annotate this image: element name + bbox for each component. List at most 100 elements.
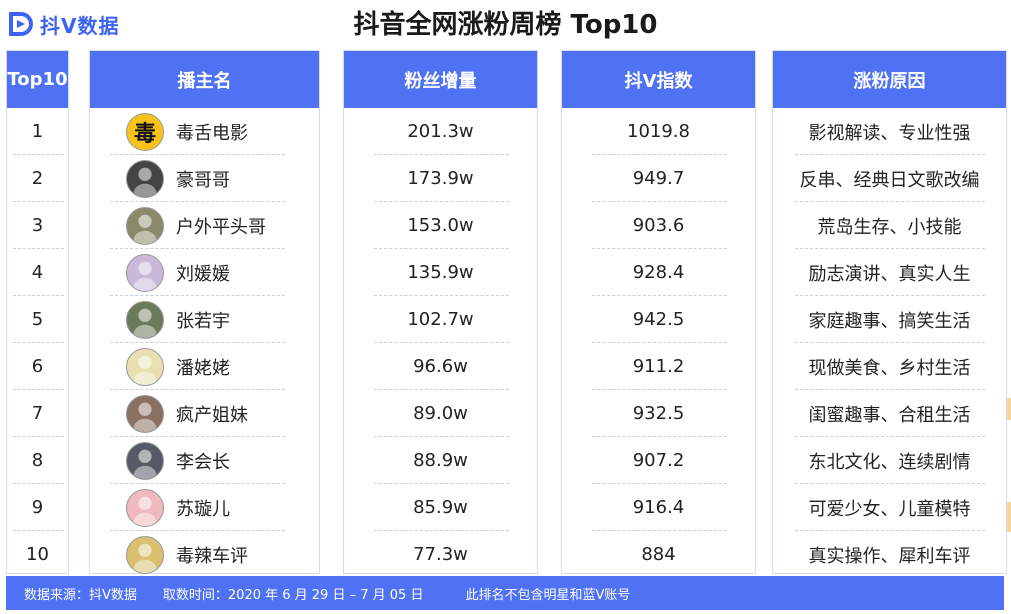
rank-cell: 3 [7,202,68,249]
brand-name: 抖V数据 [40,13,120,38]
fans-growth-value: 96.6w [413,356,468,377]
header-streamer: 播主名 [90,51,319,108]
header-rank: Top10 [7,51,68,108]
reason-cell: 可爱少女、儿童模特 [773,484,1006,531]
footer-source: 数据来源：抖V数据 [24,587,137,603]
fans-growth-cell: 173.9w [344,155,537,202]
avatar[interactable] [126,535,164,574]
streamer-cell[interactable]: 毒毒舌电影 [90,108,319,155]
row-divider [592,436,727,437]
row-divider [13,436,64,437]
person-icon [133,496,157,526]
v-index-value: 884 [641,544,676,565]
fans-growth-cell: 135.9w [344,249,537,296]
rank-number: 5 [31,309,44,330]
header-v-index: 抖V指数 [562,51,755,108]
row-divider [110,154,285,155]
streamer-name: 户外平头哥 [176,216,266,238]
rank-number: 4 [31,262,44,283]
v-index-value: 1019.8 [627,121,690,142]
reason-text: 反串、经典日文歌改编 [799,169,980,191]
streamer-cell[interactable]: 疯产姐妹 [90,390,319,437]
person-icon [133,214,157,244]
streamer-name: 豪哥哥 [176,169,230,191]
row-divider [374,530,509,531]
streamer-cell[interactable]: 豪哥哥 [90,155,319,202]
streamer-cell[interactable]: 李会长 [90,437,319,484]
row-divider [592,201,727,202]
reason-text: 闺蜜趣事、合租生活 [808,404,971,426]
column-fans-growth: 粉丝增量 201.3w 173.9w 153.0w 135.9w 102.7w 96.6w… [343,50,538,574]
row-divider [374,295,509,296]
row-divider [795,248,985,249]
fans-growth-value: 85.9w [413,497,468,518]
streamer-cell[interactable]: 潘姥姥 [90,343,319,390]
v-index-cell: 949.7 [562,155,755,202]
row-divider [374,201,509,202]
avatar[interactable] [126,394,164,433]
avatar[interactable] [126,347,164,386]
brand-logo: 抖V数据 [8,8,119,40]
row-divider [795,436,985,437]
v-index-value: 907.2 [632,450,685,471]
v-index-cell: 928.4 [562,249,755,296]
reason-text: 东北文化、连续剧情 [808,451,971,473]
streamer-cell[interactable]: 苏璇儿 [90,484,319,531]
streamer-cell[interactable]: 毒辣车评 [90,531,319,578]
row-divider [110,201,285,202]
fans-growth-value: 153.0w [407,215,474,236]
reason-text: 家庭趣事、搞笑生活 [808,310,971,332]
avatar[interactable] [126,488,164,527]
streamer-name: 毒舌电影 [176,122,248,144]
fans-growth-cell: 96.6w [344,343,537,390]
fans-growth-cell: 201.3w [344,108,537,155]
reason-text: 励志演讲、真实人生 [808,263,971,285]
avatar[interactable]: 毒 [126,112,164,151]
row-divider [374,248,509,249]
row-divider [13,389,64,390]
row-divider [592,154,727,155]
row-divider [13,201,64,202]
person-icon [133,308,157,338]
avatar[interactable] [126,300,164,339]
reason-cell: 励志演讲、真实人生 [773,249,1006,296]
avatar[interactable] [126,253,164,292]
reason-cell: 影视解读、专业性强 [773,108,1006,155]
footer-period: 取数时间：2020 年 6 月 29 日 – 7 月 05 日 [162,587,424,603]
row-divider [13,248,64,249]
reason-cell: 真实操作、犀利车评 [773,531,1006,578]
streamer-name: 刘媛媛 [176,263,230,285]
header-fans-growth: 粉丝增量 [344,51,537,108]
v-index-value: 932.5 [632,403,685,424]
fans-growth-cell: 85.9w [344,484,537,531]
accent-strip [1005,398,1011,420]
row-divider [795,342,985,343]
rank-cell: 1 [7,108,68,155]
streamer-cell[interactable]: 张若宇 [90,296,319,343]
rank-number: 9 [31,497,44,518]
fans-growth-cell: 89.0w [344,390,537,437]
person-icon [133,543,157,573]
fans-growth-cell: 153.0w [344,202,537,249]
row-divider [592,389,727,390]
reason-text: 荒岛生存、小技能 [817,216,962,238]
rank-cell: 7 [7,390,68,437]
fans-growth-value: 88.9w [413,450,468,471]
v-index-value: 911.2 [632,356,685,377]
footer-note: 此排名不包含明星和蓝V账号 [465,587,631,603]
avatar[interactable] [126,206,164,245]
v-index-value: 949.7 [632,168,685,189]
row-divider [795,201,985,202]
avatar[interactable] [126,159,164,198]
streamer-cell[interactable]: 刘媛媛 [90,249,319,296]
avatar-glyph: 毒 [133,121,156,147]
reason-cell: 现做美食、乡村生活 [773,343,1006,390]
streamer-cell[interactable]: 户外平头哥 [90,202,319,249]
column-rank: Top10 1 2 3 4 5 6 7 8 9 10 [6,50,69,574]
row-divider [13,530,64,531]
reason-cell: 闺蜜趣事、合租生活 [773,390,1006,437]
reason-cell: 家庭趣事、搞笑生活 [773,296,1006,343]
person-icon [133,355,157,385]
avatar[interactable] [126,441,164,480]
rank-cell: 2 [7,155,68,202]
